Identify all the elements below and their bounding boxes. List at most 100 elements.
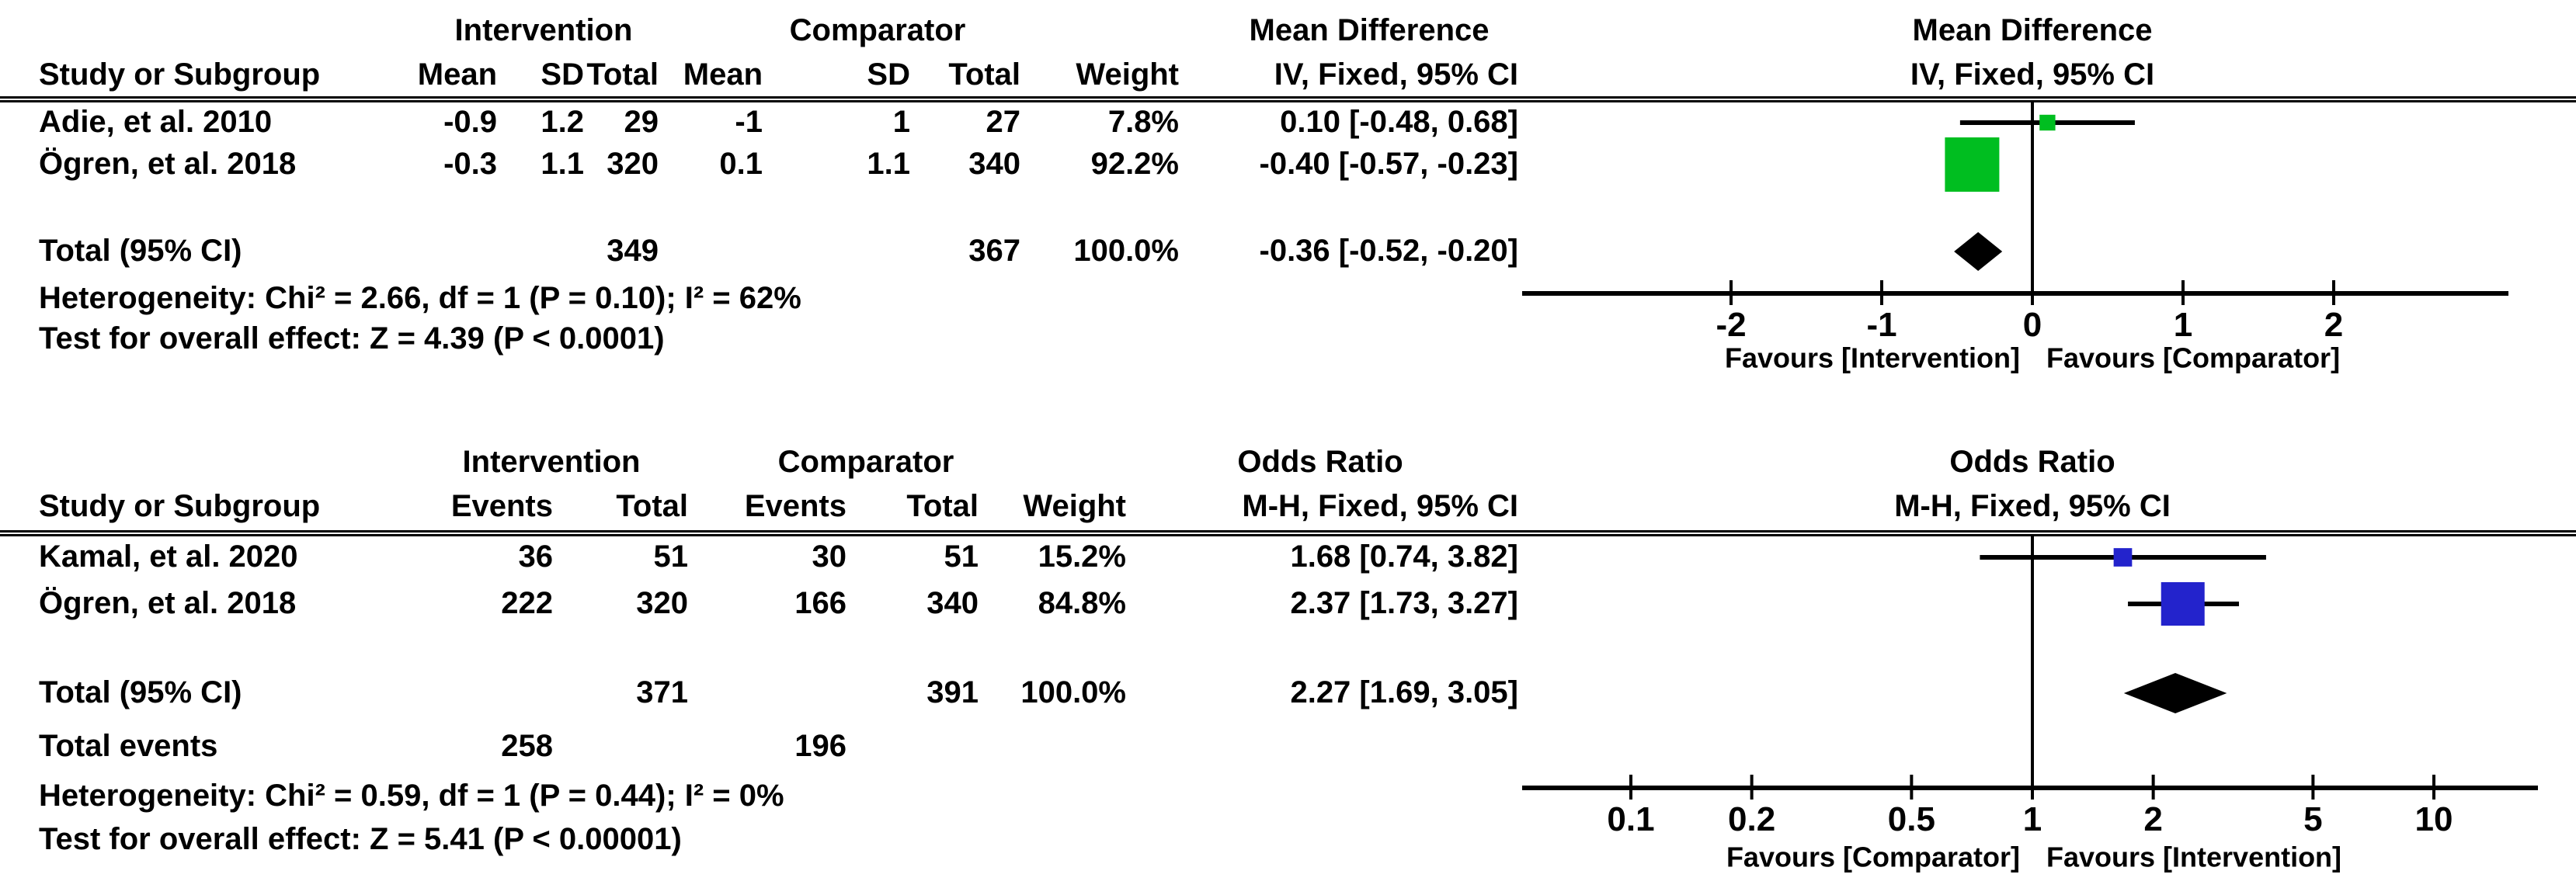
effect-column-header: Odds Ratio (1237, 445, 1403, 480)
column-header: Total (616, 489, 688, 524)
header-rule (0, 96, 2576, 102)
study-cell: 166 (794, 586, 846, 621)
tick-label: 0 (2022, 306, 2042, 345)
study-cell: 36 (518, 539, 554, 574)
column-header: Mean (683, 57, 763, 92)
column-header: Total (586, 57, 659, 92)
study-cell: 320 (636, 586, 688, 621)
favours-left-label: Favours [Comparator] (1726, 841, 2020, 873)
total-cell: 100.0% (1020, 675, 1126, 710)
tick-label: 0.1 (1607, 800, 1655, 839)
heterogeneity-text: Heterogeneity: Chi² = 2.66, df = 1 (P = … (39, 281, 801, 316)
study-cell: 15.2% (1038, 539, 1126, 574)
axis-tick (1750, 775, 1754, 800)
summary-diamond (2123, 673, 2227, 713)
study-ci-text: 2.37 [1.73, 3.27] (1290, 586, 1518, 621)
effect-square (2039, 114, 2056, 131)
tick-label: 0.5 (1887, 800, 1935, 839)
axis-tick (1629, 775, 1632, 800)
axis-tick (2031, 280, 2034, 305)
axis-tick (2031, 775, 2034, 800)
study-cell: 320 (607, 147, 659, 182)
total-cell: 349 (607, 234, 659, 269)
total-events-cell: 258 (501, 729, 553, 764)
header-rule (0, 530, 2576, 536)
study-cell: 1.1 (867, 147, 910, 182)
study-cell: 222 (501, 586, 553, 621)
column-header: Events (450, 489, 553, 524)
total-ci-text: 2.27 [1.69, 3.05] (1290, 675, 1518, 710)
total-cell: 100.0% (1073, 234, 1179, 269)
study-name: Ögren, et al. 2018 (39, 147, 297, 182)
no-effect-line (2031, 102, 2034, 293)
column-header: SD (541, 57, 584, 92)
study-cell: 1.1 (541, 147, 584, 182)
study-ci-text: -0.40 [-0.57, -0.23] (1259, 147, 1519, 182)
effect-column-header: Mean Difference (1249, 13, 1490, 48)
study-cell: 340 (968, 147, 1020, 182)
plot-method-header: IV, Fixed, 95% CI (1910, 57, 2155, 92)
group-header-comparator: Comparator (789, 13, 966, 48)
column-header: SD (867, 57, 910, 92)
overall-effect-text: Test for overall effect: Z = 4.39 (P < 0… (39, 321, 665, 356)
tick-label: -1 (1866, 306, 1897, 345)
study-cell: 27 (986, 105, 1021, 140)
study-cell: 84.8% (1038, 586, 1126, 621)
study-cell: -0.9 (443, 105, 497, 140)
no-effect-line (2031, 536, 2034, 788)
total-label: Total (95% CI) (39, 234, 242, 269)
tick-label: 2 (2324, 306, 2344, 345)
axis-tick (2432, 775, 2435, 800)
axis-tick (1880, 280, 1883, 305)
study-cell: 51 (653, 539, 689, 574)
total-events-label: Total events (39, 729, 218, 764)
effect-square (2161, 582, 2205, 626)
study-cell: 340 (926, 586, 979, 621)
column-header: Mean (417, 57, 497, 92)
study-ci-text: 1.68 [0.74, 3.82] (1290, 539, 1518, 574)
column-header: Total (906, 489, 979, 524)
study-column-header: Study or Subgroup (39, 57, 321, 92)
study-cell: 30 (812, 539, 847, 574)
study-cell: 1.2 (541, 105, 584, 140)
favours-right-label: Favours [Comparator] (2046, 342, 2341, 374)
total-label: Total (95% CI) (39, 675, 242, 710)
effect-method-header: IV, Fixed, 95% CI (1274, 57, 1518, 92)
column-header: Weight (1076, 57, 1179, 92)
favours-right-label: Favours [Intervention] (2046, 841, 2342, 873)
study-column-header: Study or Subgroup (39, 489, 321, 524)
total-cell: 371 (636, 675, 688, 710)
axis-tick (2151, 775, 2155, 800)
heterogeneity-text: Heterogeneity: Chi² = 0.59, df = 1 (P = … (39, 779, 784, 813)
study-name: Kamal, et al. 2020 (39, 539, 298, 574)
study-cell: -1 (735, 105, 763, 140)
tick-label: 0.2 (1728, 800, 1776, 839)
study-cell: 0.1 (719, 147, 763, 182)
total-cell: 391 (926, 675, 979, 710)
column-header: Events (744, 489, 846, 524)
x-axis-line (1522, 786, 2538, 790)
plot-column-header: Odds Ratio (1949, 445, 2115, 480)
study-cell: 1 (892, 105, 910, 140)
effect-square (2113, 548, 2133, 567)
tick-label: 1 (2173, 306, 2193, 345)
total-ci-text: -0.36 [-0.52, -0.20] (1259, 234, 1519, 269)
tick-label: 1 (2022, 800, 2042, 839)
plot-method-header: M-H, Fixed, 95% CI (1894, 489, 2171, 524)
study-cell: 29 (624, 105, 659, 140)
axis-tick (1910, 775, 1914, 800)
study-name: Adie, et al. 2010 (39, 105, 273, 140)
favours-left-label: Favours [Intervention] (1724, 342, 2020, 374)
plot-column-header: Mean Difference (1912, 13, 2153, 48)
group-header-intervention: Intervention (462, 445, 641, 480)
axis-tick (2311, 775, 2315, 800)
tick-label: 10 (2414, 800, 2453, 839)
study-cell: 51 (944, 539, 979, 574)
total-events-cell: 196 (794, 729, 846, 764)
axis-tick (2181, 280, 2185, 305)
x-axis-line (1522, 291, 2508, 296)
tick-label: -2 (1716, 306, 1747, 345)
study-cell: 92.2% (1090, 147, 1179, 182)
